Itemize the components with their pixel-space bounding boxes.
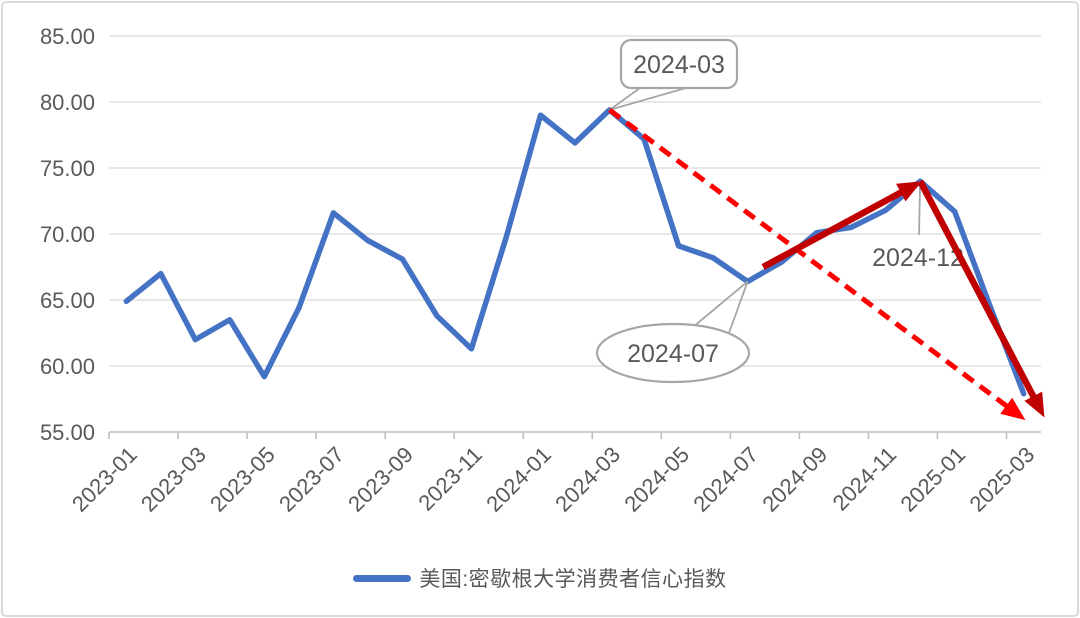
callout-pointer-line (608, 87, 641, 111)
callout-ellipse (595, 322, 751, 384)
x-tick-label: 2024-03 (550, 442, 625, 517)
x-tick-label: 2025-03 (964, 442, 1039, 517)
y-tick-label: 75.00 (40, 156, 95, 181)
trend-down-dashed-head (1000, 397, 1026, 421)
x-tick-label: 2023-09 (343, 442, 418, 517)
callout-box (619, 38, 739, 90)
y-tick-label: 55.00 (40, 420, 95, 445)
x-tick-label: 2023-05 (205, 442, 280, 517)
x-tick-label: 2023-01 (67, 442, 142, 517)
x-tick-label: 2024-01 (481, 442, 556, 517)
trend-drop-solid-shaft (917, 179, 1038, 400)
callout-pointer-line (692, 280, 749, 328)
y-tick-label: 65.00 (40, 288, 95, 313)
x-tick-label: 2023-03 (136, 442, 211, 517)
x-tick-label: 2025-01 (895, 442, 970, 517)
y-tick-label: 80.00 (40, 90, 95, 115)
sentiment-line (123, 107, 1027, 397)
callout-pointer-line (609, 87, 687, 111)
callout-pointer-line (918, 181, 922, 236)
y-tick-label: 85.00 (40, 24, 95, 49)
x-tick-label: 2023-07 (274, 442, 349, 517)
trend-up-solid-shaft (761, 188, 905, 270)
trend-up-solid-head (896, 181, 922, 202)
x-tick-label: 2024-11 (828, 442, 902, 516)
trend-drop-solid-head (1024, 391, 1045, 418)
annotation-label: 2024-03 (633, 51, 725, 79)
callout-pointer-line (728, 281, 749, 334)
annotation-label: 2024-12 (872, 244, 964, 272)
y-tick-label: 70.00 (40, 222, 95, 247)
annotation-label: 2024-07 (627, 340, 719, 368)
x-tick-label: 2024-05 (619, 442, 694, 517)
y-tick-label: 60.00 (40, 354, 95, 379)
x-tick-label: 2024-07 (688, 442, 763, 517)
x-tick-label: 2023-11 (413, 442, 487, 516)
x-tick-label: 2024-09 (757, 442, 832, 517)
consumer-sentiment-line-chart: 85.0080.0075.0070.0065.0060.0055.002023-… (40, 24, 1045, 517)
